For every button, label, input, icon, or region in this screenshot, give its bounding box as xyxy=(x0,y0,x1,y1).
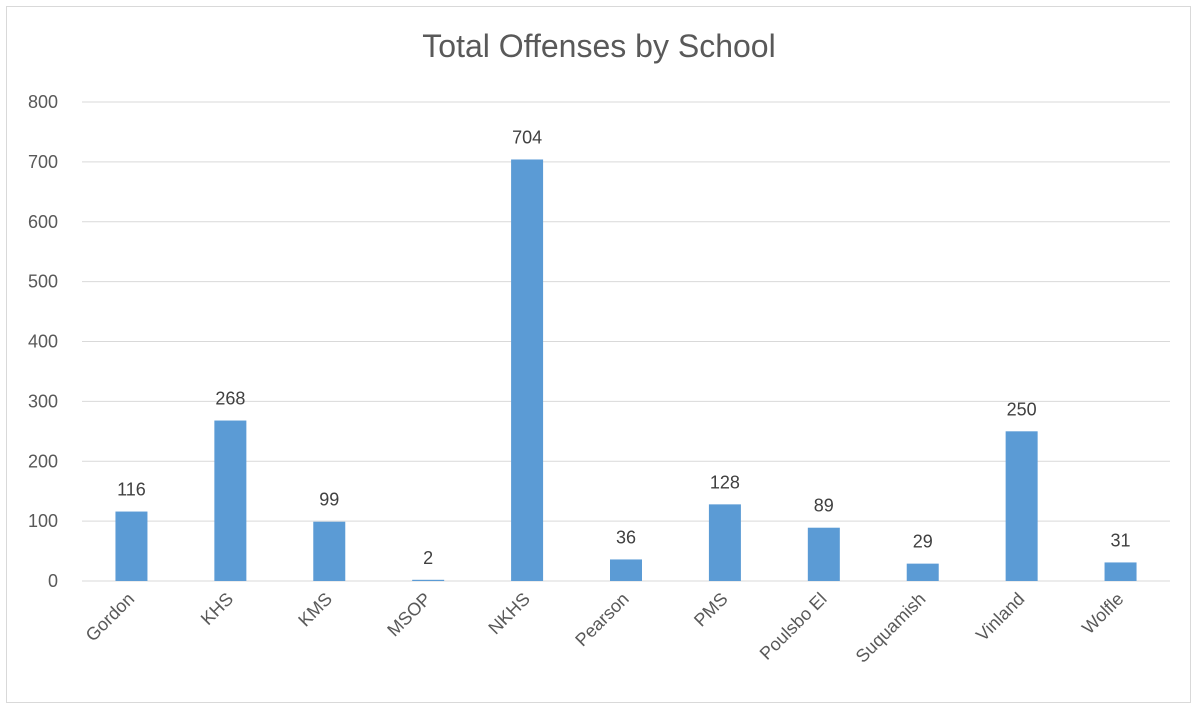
data-label: 128 xyxy=(710,472,740,492)
data-label: 99 xyxy=(319,490,339,510)
x-tick-label: Gordon xyxy=(82,589,139,646)
bar xyxy=(708,504,741,581)
x-tick-label: Pearson xyxy=(571,589,633,651)
data-label: 2 xyxy=(423,548,433,568)
bar xyxy=(807,527,840,581)
bars xyxy=(115,159,1137,582)
y-tick-label: 0 xyxy=(48,571,58,591)
x-tick-label: KMS xyxy=(294,589,336,631)
y-tick-label: 400 xyxy=(28,332,58,352)
bar xyxy=(115,511,148,581)
chart-frame xyxy=(6,6,1191,703)
bar xyxy=(906,563,939,581)
x-tick-label: MSOP xyxy=(383,589,435,641)
data-label: 89 xyxy=(814,496,834,516)
data-label: 116 xyxy=(117,480,146,500)
data-label: 36 xyxy=(616,527,636,547)
x-axis-ticks: Gordon KHS KMS MSOP NKHS Pearson PMS Poulsbo El… xyxy=(82,589,1128,667)
y-tick-label: 100 xyxy=(28,511,58,531)
x-tick-label: Vinland xyxy=(972,589,1028,645)
y-tick-label: 300 xyxy=(28,391,58,411)
bar xyxy=(214,420,247,581)
bar xyxy=(610,559,642,581)
x-tick-label: Wolfle xyxy=(1078,589,1127,638)
y-tick-label: 800 xyxy=(28,92,58,112)
bar xyxy=(1005,431,1038,581)
x-tick-label: NKHS xyxy=(484,589,534,639)
x-tick-label: Poulsbo El xyxy=(756,589,831,664)
bar xyxy=(313,521,346,581)
bar xyxy=(1104,562,1137,581)
bar xyxy=(511,159,544,582)
data-labels: 116 268 99 2 704 36 128 89 29 250 31 xyxy=(117,127,1130,567)
bar xyxy=(412,579,445,581)
data-label: 31 xyxy=(1111,530,1131,550)
data-label: 250 xyxy=(1007,399,1037,419)
data-label: 268 xyxy=(215,389,245,409)
y-tick-label: 500 xyxy=(28,272,58,292)
y-tick-label: 700 xyxy=(28,152,58,172)
x-tick-label: Suquamish xyxy=(852,589,930,667)
y-tick-label: 200 xyxy=(28,451,58,471)
x-tick-label: KHS xyxy=(197,589,237,629)
y-axis-ticks: 0 100 200 300 400 500 600 700 800 xyxy=(28,92,58,591)
chart-title: Total Offenses by School xyxy=(422,28,776,64)
y-tick-label: 600 xyxy=(28,212,58,232)
data-label: 29 xyxy=(913,532,933,552)
x-tick-label: PMS xyxy=(690,589,732,631)
gridlines xyxy=(82,101,1170,582)
data-label: 704 xyxy=(512,127,542,147)
